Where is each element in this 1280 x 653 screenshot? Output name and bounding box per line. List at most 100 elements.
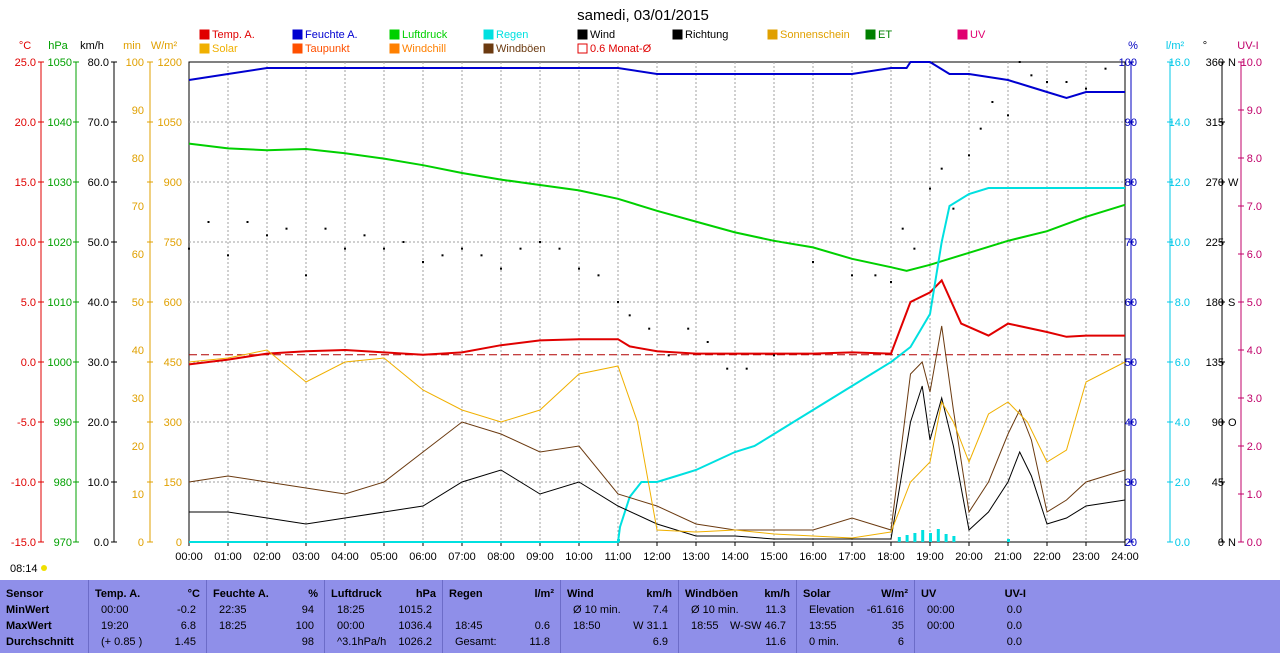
axis-tick-label-solar: 600 xyxy=(164,297,182,309)
axis-tick-label-dir: 315 xyxy=(1206,117,1224,129)
wind-direction-point xyxy=(266,234,268,237)
legend-label: UV xyxy=(970,29,986,41)
axis-tick-label-uv: 5.0 xyxy=(1247,297,1262,309)
summary-cell-label: 18:45 xyxy=(455,620,483,632)
x-tick-label: 09:00 xyxy=(526,551,554,563)
x-tick-label: 24:00 xyxy=(1111,551,1139,563)
time-label: 08:14 xyxy=(10,563,38,575)
axis-tick-label-min: 60 xyxy=(132,249,144,261)
axis-tick-label-press: 1040 xyxy=(48,117,72,129)
summary-unit: % xyxy=(308,588,318,600)
axis-tick-label-dir: 135 xyxy=(1206,357,1224,369)
summary-cell-label: 0 min. xyxy=(809,636,839,648)
legend-label: Sonnenschein xyxy=(780,29,850,41)
axis-tick-label-uv: 1.0 xyxy=(1247,489,1262,501)
wind-direction-point xyxy=(422,261,424,263)
axis-tick-label-press: 1050 xyxy=(48,57,72,69)
axis-unit-press: hPa xyxy=(48,40,68,52)
series-line-feuchte-a- xyxy=(188,61,1125,100)
rain-rate-bar xyxy=(897,537,901,542)
axis-tick-label-temp: -15.0 xyxy=(11,537,36,549)
wind-direction-point xyxy=(363,234,366,237)
wind-direction-point xyxy=(628,314,631,317)
x-tick-label: 19:00 xyxy=(916,551,944,563)
x-tick-label: 04:00 xyxy=(331,551,359,563)
legend-swatch xyxy=(483,43,494,54)
axis-tick-label-press: 1030 xyxy=(48,177,72,189)
summary-cell-label: 00:00 xyxy=(927,604,955,616)
series-line-regen xyxy=(189,187,1125,543)
x-tick-label: 08:00 xyxy=(487,551,515,563)
legend-swatch xyxy=(292,43,303,54)
summary-cell-label: 00:00 xyxy=(337,620,365,632)
x-tick-label: 10:00 xyxy=(565,551,593,563)
axis-tick-label-rain: 16.0 xyxy=(1169,57,1190,69)
x-tick-label: 17:00 xyxy=(838,551,866,563)
wind-direction-point xyxy=(500,267,502,270)
axis-tick-label-min: 40 xyxy=(132,345,144,357)
wind-direction-point xyxy=(1018,61,1021,63)
wind-direction-point xyxy=(874,274,877,277)
summary-cell-value: 1.45 xyxy=(174,636,196,648)
wind-direction-point xyxy=(667,354,670,357)
x-tick-label: 07:00 xyxy=(448,551,476,563)
x-tick-label: 14:00 xyxy=(721,551,749,563)
wind-direction-point xyxy=(890,281,892,283)
axis-tick-label-uv: 10.0 xyxy=(1241,57,1262,69)
axis-tick-label-temp: 0.0 xyxy=(21,357,36,369)
legend-swatch xyxy=(672,29,683,40)
wind-direction-point xyxy=(324,227,327,230)
legend-swatch xyxy=(577,43,588,54)
chart-legend: Temp. A. Feuchte A. Luftdruck Regen Wind Rich… xyxy=(199,29,986,55)
legend-swatch xyxy=(292,29,303,40)
axis-tick-label-uv: 4.0 xyxy=(1247,345,1262,357)
axis-tick-label-wind: 50.0 xyxy=(88,237,109,249)
axis-tick-label-min: 70 xyxy=(132,201,144,213)
axis-tick-label-solar: 900 xyxy=(164,177,182,189)
axis-unit-min: min xyxy=(123,40,141,52)
axis-tick-label-hum: 80 xyxy=(1125,177,1137,189)
legend-swatch xyxy=(767,29,778,40)
axis-tick-label-wind: 60.0 xyxy=(88,177,109,189)
summary-cell-label: 18:50 xyxy=(573,620,601,632)
x-tick-label: 15:00 xyxy=(760,551,788,563)
summary-cell-value: 0.0 xyxy=(1006,620,1022,632)
summary-cell-value: W 31.1 xyxy=(633,620,668,632)
wind-direction-point xyxy=(979,127,982,130)
summary-cell-value: 35 xyxy=(891,620,904,632)
sun-marker-icon xyxy=(41,565,47,571)
legend-label: Richtung xyxy=(685,29,728,41)
legend-label: Feuchte A. xyxy=(305,29,358,41)
summary-cell-value: 11.8 xyxy=(529,636,550,648)
axis-tick-label-dir: 0 xyxy=(1218,537,1224,549)
x-tick-label: 20:00 xyxy=(955,551,983,563)
summary-cell-value: 11.6 xyxy=(765,636,786,648)
summary-cell-label: 00:00 xyxy=(101,604,129,616)
wind-direction-point xyxy=(1030,74,1033,77)
axis-tick-label-press: 970 xyxy=(54,537,72,549)
axis-tick-label-hum: 100 xyxy=(1119,57,1137,69)
wind-direction-point xyxy=(461,247,463,250)
row-label-avg: Durchschnitt xyxy=(6,636,74,648)
summary-title: Windböen xyxy=(685,588,739,600)
axis-tick-label-min: 90 xyxy=(132,105,144,117)
rain-rate-bar xyxy=(952,536,956,542)
summary-panel: Sensor MinWert MaxWert Durchschnitt Temp… xyxy=(0,580,1280,653)
wind-direction-point xyxy=(726,367,729,370)
wind-direction-point xyxy=(539,241,541,243)
summary-unit: km/h xyxy=(764,588,790,600)
axis-unit-temp: °C xyxy=(19,40,31,52)
wind-direction-point xyxy=(991,101,994,103)
axis-unit-hum: % xyxy=(1128,40,1138,52)
axis-tick-label-dir: 180 xyxy=(1206,297,1224,309)
axis-tick-label-solar: 300 xyxy=(164,417,182,429)
summary-title: Temp. A. xyxy=(95,588,141,600)
axis-tick-label-min: 30 xyxy=(132,393,144,405)
axis-tick-label-rain: 4.0 xyxy=(1175,417,1190,429)
axis-tick-label-uv: 2.0 xyxy=(1247,441,1262,453)
axis-tick-label-solar: 450 xyxy=(164,357,182,369)
x-tick-label: 06:00 xyxy=(409,551,437,563)
axis-tick-label-press: 1000 xyxy=(48,357,72,369)
summary-cell-value: 6.9 xyxy=(652,636,668,648)
axis-unit-dir: ° xyxy=(1203,40,1207,52)
